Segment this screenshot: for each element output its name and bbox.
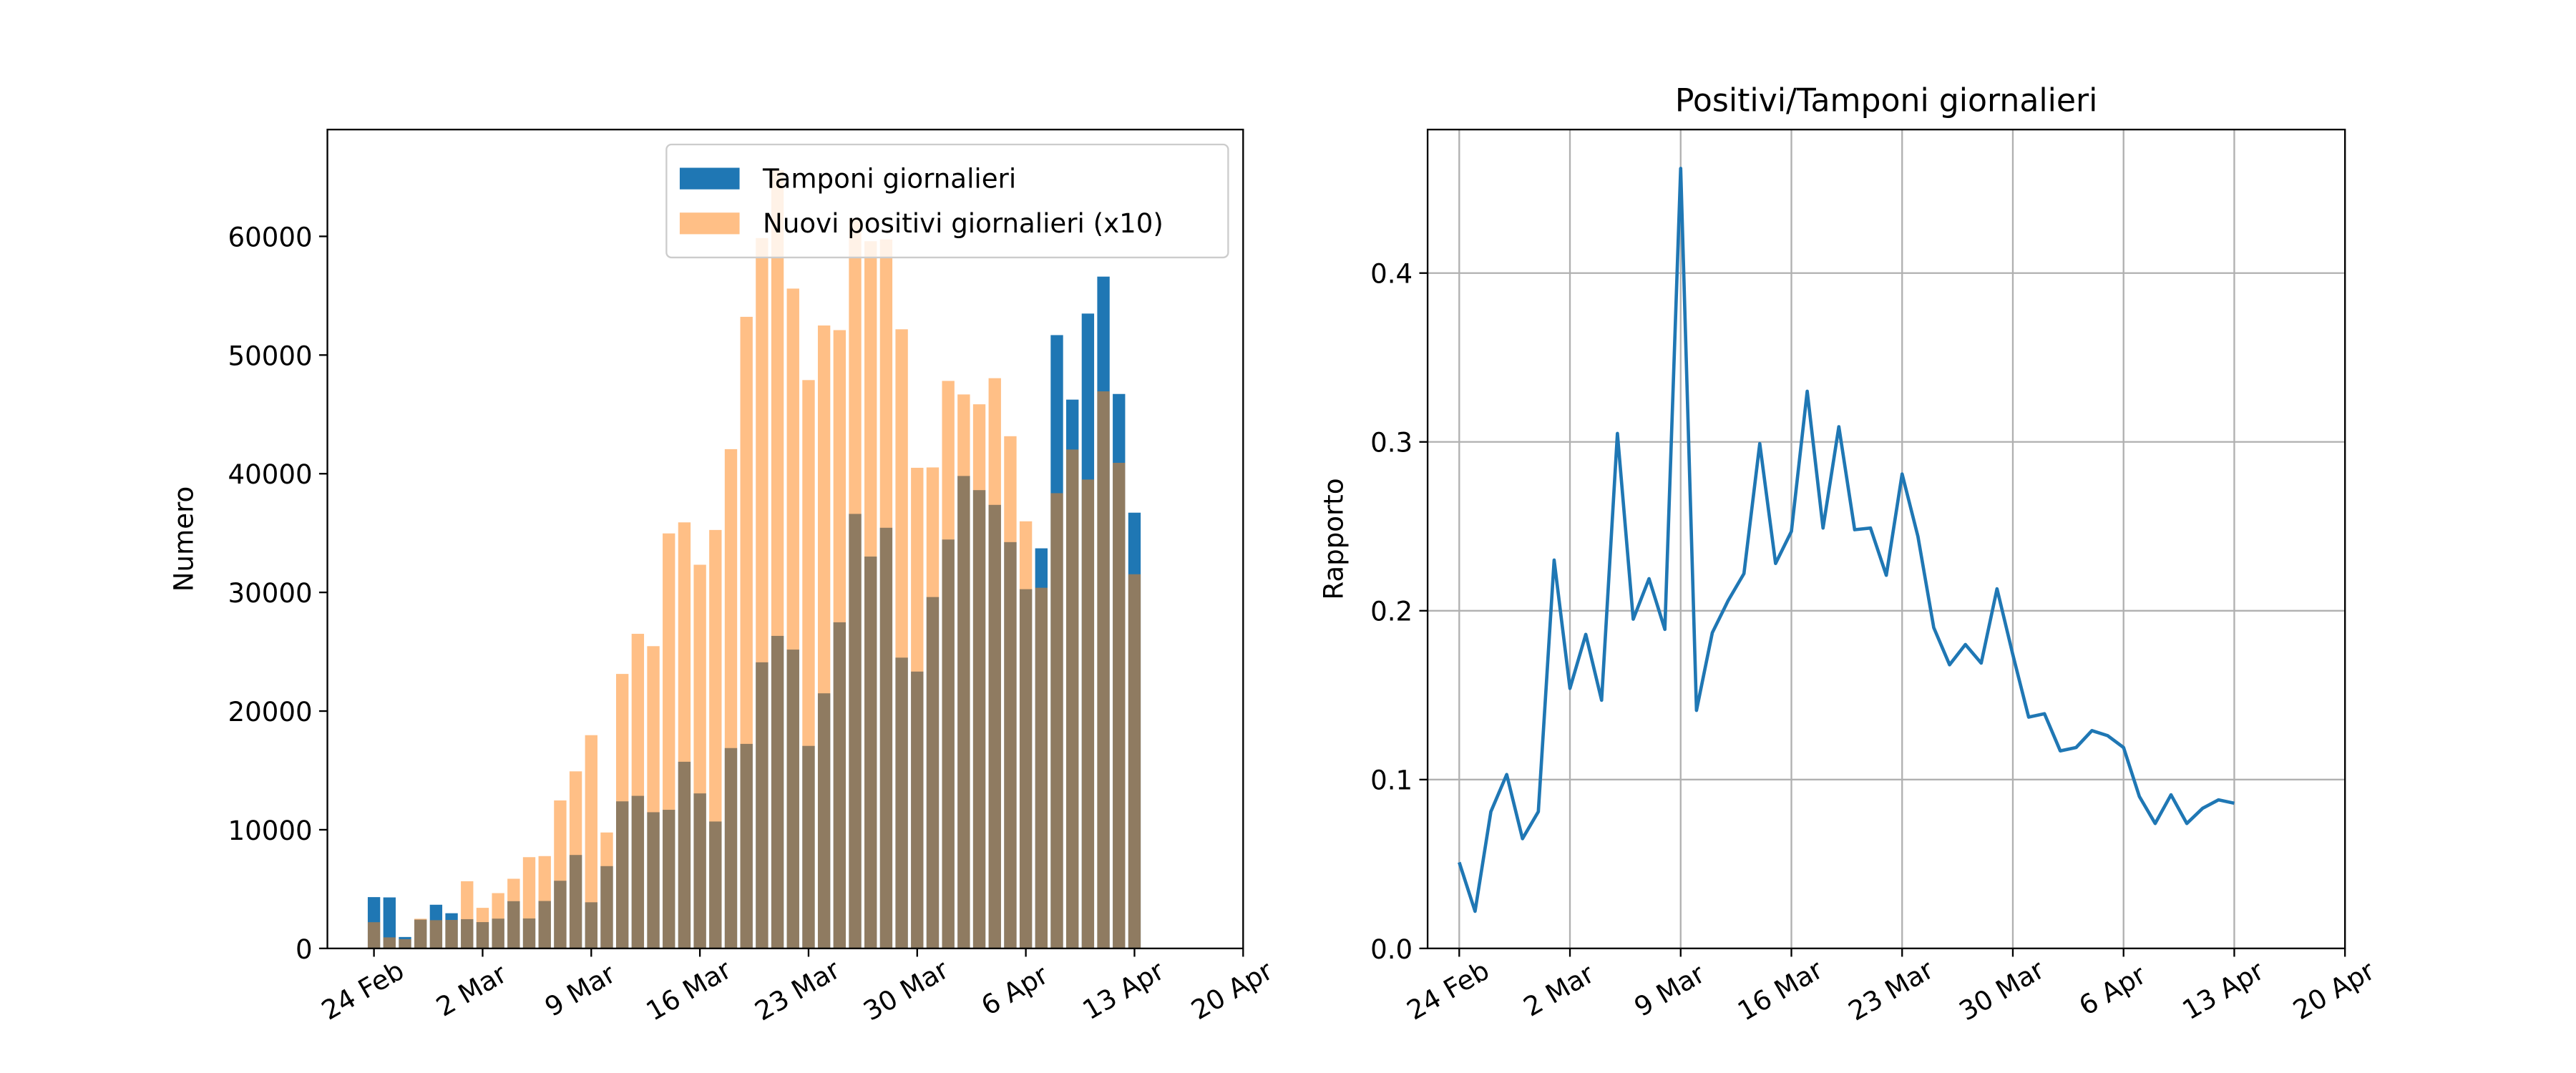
bar: [615, 674, 629, 949]
y-tick-label: 40000: [228, 459, 312, 490]
bar: [895, 329, 908, 949]
bar: [740, 316, 753, 949]
bar: [1050, 493, 1063, 949]
y-tick-label: 0: [296, 934, 313, 965]
y-axis-label: Rapporto: [1319, 478, 1350, 599]
bar: [383, 897, 396, 949]
axes-frame: [1426, 128, 2346, 950]
bar: [1019, 521, 1033, 949]
bar: [802, 380, 815, 949]
bar: [926, 467, 940, 949]
y-tick-label: 0.2: [1370, 597, 1413, 627]
y-tick-label: 50000: [228, 340, 312, 371]
bar: [693, 564, 706, 949]
bar: [756, 237, 769, 949]
bar: [678, 522, 691, 949]
bar: [957, 394, 970, 949]
bar: [492, 893, 504, 949]
bar: [429, 920, 443, 949]
bar: [1066, 449, 1079, 949]
chart-title: Positivi/Tamponi giornalieri: [1675, 83, 2098, 119]
bar: [663, 533, 675, 949]
legend-swatch: [679, 212, 740, 235]
bar: [585, 735, 597, 949]
bar: [1128, 574, 1141, 949]
bar: [1004, 436, 1017, 949]
bar: [849, 218, 862, 949]
y-tick-label: 0.3: [1370, 428, 1413, 459]
bar: [461, 881, 474, 949]
bar: [833, 330, 847, 949]
bar: [445, 920, 458, 949]
bar: [724, 449, 738, 949]
bar: [538, 856, 551, 949]
bar: [879, 239, 893, 949]
y-tick-label: 60000: [228, 222, 312, 253]
bar: [709, 529, 722, 949]
bar: [786, 288, 799, 949]
y-axis-label: Numero: [168, 486, 199, 592]
bar: [554, 800, 567, 949]
bar: [631, 634, 645, 949]
y-tick-label: 30000: [228, 578, 312, 609]
bar: [647, 646, 660, 949]
bar: [1081, 479, 1095, 949]
legend-box: [665, 143, 1229, 259]
y-tick-label: 20000: [228, 697, 312, 727]
bar: [476, 908, 489, 949]
legend-label: Nuovi positivi giornalieri (x10): [763, 208, 1163, 239]
bar: [972, 404, 986, 949]
y-tick-label: 0.4: [1370, 259, 1413, 290]
legend-label: Tamponi giornalieri: [762, 163, 1016, 194]
bar: [771, 170, 784, 949]
bar: [522, 857, 536, 949]
bar: [569, 771, 582, 949]
line: [1458, 167, 2235, 913]
y-tick-label: 10000: [228, 815, 312, 846]
bar: [817, 325, 831, 949]
axes-frame: [326, 128, 1244, 950]
bar: [988, 378, 1001, 949]
bar: [399, 939, 411, 949]
bar: [1097, 391, 1110, 949]
y-tick-label: 0.1: [1370, 765, 1413, 796]
y-tick-label: 0.0: [1370, 934, 1413, 965]
bar: [414, 918, 427, 949]
bar: [864, 241, 877, 949]
bar: [1113, 462, 1126, 949]
bar: [942, 381, 955, 949]
bar: [367, 922, 381, 949]
bar: [600, 832, 613, 949]
bar: [1035, 587, 1048, 949]
bar: [383, 937, 396, 949]
legend-swatch: [679, 167, 740, 190]
bar: [507, 878, 520, 949]
bar: [911, 467, 924, 949]
